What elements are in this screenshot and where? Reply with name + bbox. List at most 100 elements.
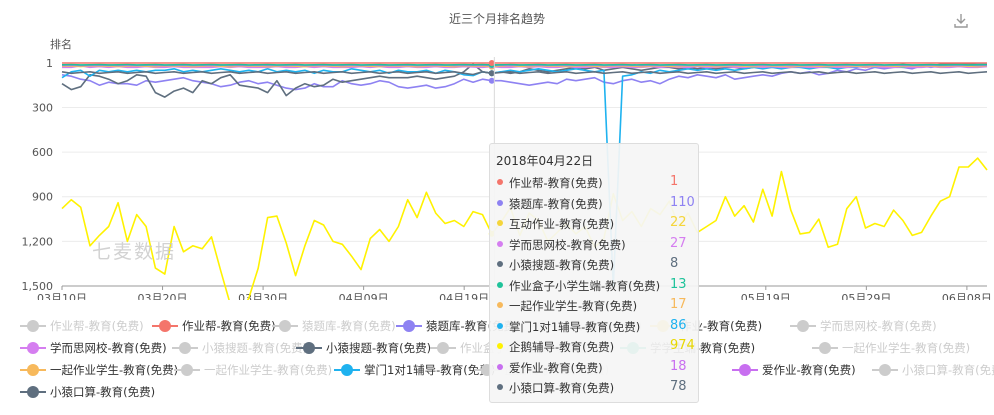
legend-marker-icon xyxy=(732,364,758,376)
legend-item[interactable]: 一起作业学生-教育(免费) xyxy=(174,362,332,378)
tooltip-series-value: 1 xyxy=(670,174,679,189)
x-tick-label: 04月09日 xyxy=(339,292,389,300)
y-tick-label: 900 xyxy=(32,191,53,204)
tooltip-series-value: 18 xyxy=(670,358,687,374)
x-tick-labels: 03月10日 03月20日 03月30日 04月09日 04月19日 05月19日 05月2… xyxy=(37,292,992,300)
legend-label: 一起作业学生-教育(免费) xyxy=(50,363,179,377)
tooltip-series-name: 作业盒子小学生端-教育(免费) xyxy=(509,278,661,293)
legend-label: 小猿搜题-教育(免费) xyxy=(202,341,308,355)
tooltip-series-dot-icon xyxy=(497,240,503,247)
y-tick-label: 1 xyxy=(46,57,53,70)
legend-item[interactable]: 掌门1对1辅导-教育(免费) xyxy=(334,362,495,378)
tooltip-row: 小猿口算-教育(免费) 78 xyxy=(490,378,698,399)
legend-item[interactable]: 爱作业-教育(免费) xyxy=(732,362,856,378)
legend-item[interactable]: 学而思网校-教育(免费) xyxy=(790,318,937,334)
legend-label: 猿题库-教育(免费) xyxy=(302,319,396,333)
legend-marker-icon xyxy=(20,320,46,332)
legend-label: 学而思网校-教育(免费) xyxy=(820,319,937,333)
tooltip-series-dot-icon xyxy=(497,343,503,349)
legend-label: 学而思网校-教育(免费) xyxy=(50,341,167,355)
tooltip-series-name: 爱作业-教育(免费) xyxy=(509,360,603,375)
x-tick-label: 03月20日 xyxy=(138,292,188,300)
legend-marker-icon xyxy=(334,364,360,376)
tooltip-series-dot-icon xyxy=(497,322,503,329)
legend-label: 一起作业学生-教育(免费) xyxy=(204,363,333,377)
legend-label: 掌门1对1辅导-教育(免费) xyxy=(364,363,496,377)
series-line xyxy=(61,63,987,98)
tooltip-series-name: 作业帮-教育(免费) xyxy=(509,176,603,190)
tooltip-row: 猿题库-教育(免费) 110 xyxy=(490,194,698,215)
tooltip: 2018年04月22日 作业帮-教育(免费) 1 猿题库-教育(免费) 110 互动作业… xyxy=(489,143,699,403)
tooltip-series-value: 22 xyxy=(670,215,687,230)
tooltip-row: 一起作业学生-教育(免费) 17 xyxy=(490,296,698,317)
tooltip-series-name: 小猿口算-教育(免费) xyxy=(509,381,615,395)
legend-marker-icon xyxy=(430,342,456,354)
legend-marker-icon xyxy=(396,320,422,332)
tooltip-series-value: 17 xyxy=(670,297,687,312)
series-line xyxy=(61,63,987,91)
legend-row: 作业帮-教育(免费) 作业帮-教育(免费) 猿题库-教育(免费) 猿题库-教育(免费)… xyxy=(14,318,989,340)
watermark: 七麦数据 xyxy=(92,241,177,263)
y-tick-label: 300 xyxy=(32,101,53,114)
tooltip-row: 互动作业-教育(免费) 22 xyxy=(490,214,698,235)
x-tick-label: 04月19日 xyxy=(439,292,489,300)
download-icon[interactable] xyxy=(952,12,970,30)
tooltip-series-value: 13 xyxy=(670,276,687,292)
legend-item[interactable]: 作业帮-教育(免费) xyxy=(152,318,276,334)
tooltip-series-dot-icon xyxy=(497,261,503,267)
tooltip-series-dot-icon xyxy=(497,220,503,226)
tooltip-series-name: 掌门1对1辅导-教育(免费) xyxy=(509,319,641,334)
legend-label: 小猿口算-教育(免费) xyxy=(902,363,994,377)
legend-item[interactable]: 猿题库-教育(免费) xyxy=(272,318,396,334)
legend-item[interactable]: 作业帮-教育(免费) xyxy=(20,318,144,334)
legend-marker-icon xyxy=(174,364,200,376)
chart-title: 近三个月排名趋势 xyxy=(448,12,545,26)
tooltip-series-dot-icon xyxy=(497,199,503,206)
y-tick-labels: 1 300 600 900 1,200 1,500 xyxy=(22,57,54,293)
tooltip-series-name: 学而思网校-教育(免费) xyxy=(509,237,626,252)
legend-label: 小猿搜题-教育(免费) xyxy=(326,341,432,355)
tooltip-row: 小猿搜题-教育(免费) 8 xyxy=(490,255,698,276)
legend-item[interactable]: 一起作业学生-教育(免费) xyxy=(812,340,970,356)
legend-item[interactable]: 小猿搜题-教育(免费) xyxy=(172,340,307,356)
tooltip-series-dot-icon xyxy=(497,384,503,390)
tooltip-series-name: 小猿搜题-教育(免费) xyxy=(509,258,615,272)
legend-marker-icon xyxy=(20,386,46,398)
tooltip-series-value: 8 xyxy=(670,256,679,271)
series-line xyxy=(61,71,988,76)
tooltip-series-dot-icon xyxy=(497,281,503,288)
legend-label: 小猿口算-教育(免费) xyxy=(50,385,156,399)
series-line xyxy=(61,63,987,287)
y-tick-label: 1,200 xyxy=(22,235,54,248)
legend-item[interactable]: 学而思网校-教育(免费) xyxy=(20,340,167,356)
legend-item[interactable]: 小猿口算-教育(免费) xyxy=(872,362,994,378)
legend-item[interactable]: 一起作业学生-教育(免费) xyxy=(20,362,178,378)
tooltip-series-value: 78 xyxy=(670,379,687,394)
legend-marker-icon xyxy=(790,320,816,332)
legend-label: 作业-教育(免费) xyxy=(680,319,763,333)
legend-label: 作业帮-教育(免费) xyxy=(182,319,276,333)
tooltip-row: 企鹅辅导-教育(免费) 974 xyxy=(490,337,698,358)
legend-item[interactable]: 小猿口算-教育(免费) xyxy=(20,384,155,400)
tooltip-series-dot-icon xyxy=(497,363,503,370)
legend-marker-icon xyxy=(20,364,46,376)
legend-marker-icon xyxy=(20,342,46,354)
tooltip-row: 爱作业-教育(免费) 18 xyxy=(490,358,698,379)
legend-item[interactable]: 小猿搜题-教育(免费) xyxy=(296,340,431,356)
legend-label: 作业帮-教育(免费) xyxy=(50,319,144,333)
x-tick-label: 05月29日 xyxy=(841,292,891,300)
tooltip-series-value: 974 xyxy=(670,338,695,353)
x-tick-label: 06月08日 xyxy=(942,292,992,300)
tooltip-series-value: 27 xyxy=(670,235,687,251)
tooltip-series-value: 110 xyxy=(670,194,695,210)
legend-marker-icon xyxy=(152,320,178,332)
legend-marker-icon xyxy=(872,364,898,376)
tooltip-series-name: 一起作业学生-教育(免费) xyxy=(509,299,638,313)
data-point xyxy=(488,60,495,66)
legend-row: 小猿口算-教育(免费) xyxy=(14,384,989,406)
legend-marker-icon xyxy=(296,342,322,354)
x-tick-label: 03月10日 xyxy=(37,292,87,300)
legend-label: 爱作业-教育(免费) xyxy=(762,363,856,377)
y-axis-label: 排名 xyxy=(50,38,72,51)
